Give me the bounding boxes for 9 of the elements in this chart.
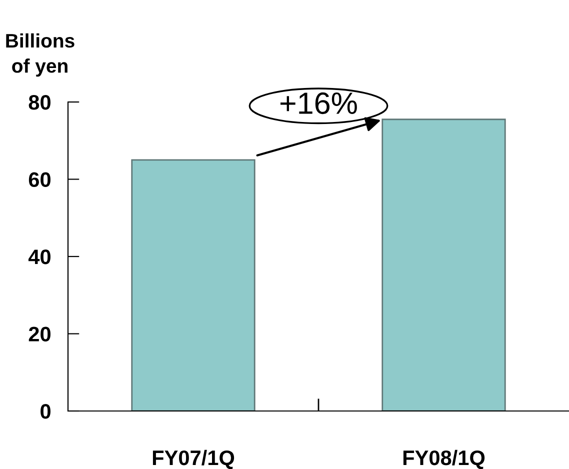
y-tick-label: 60 <box>28 172 50 188</box>
y-tick-label: 80 <box>28 95 50 110</box>
y-tick-label: 40 <box>28 250 50 264</box>
x-tick-label: FY08/1Q <box>403 450 485 469</box>
annotation: +16% <box>280 92 357 114</box>
y-tick-label: 20 <box>28 326 50 342</box>
y-tick-label: 0 <box>40 404 50 419</box>
x-tick-label: FY07/1Q <box>152 450 234 469</box>
y-axis-title: Billions of yen <box>6 33 74 77</box>
